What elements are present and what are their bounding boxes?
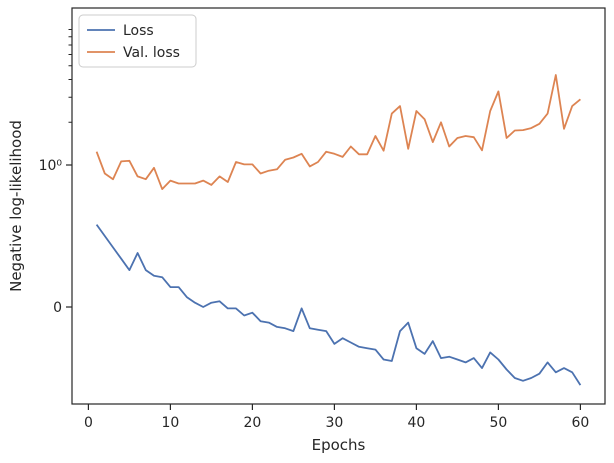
x-tick-label: 20 (243, 415, 261, 431)
legend-label-1: Val. loss (123, 45, 180, 61)
series-line-0 (95, 224, 582, 386)
x-tick-label: 0 (84, 415, 93, 431)
y-tick-label: 10⁰ (39, 158, 63, 174)
series-layer (95, 74, 582, 386)
y-tick-label: 0 (53, 300, 62, 316)
x-tick-label: 30 (325, 415, 343, 431)
x-tick-label: 50 (489, 415, 507, 431)
x-axis-title: Epochs (312, 436, 366, 454)
y-ticks: 10⁰ 0 (39, 28, 72, 316)
legend: Loss Val. loss (78, 14, 197, 68)
x-tick-label: 40 (407, 415, 425, 431)
legend-box (78, 14, 197, 68)
x-tick-label: 10 (161, 415, 179, 431)
x-ticks: 0 10 20 30 40 50 60 (84, 404, 589, 431)
plot-frame (71, 7, 606, 405)
legend-label-0: Loss (123, 23, 154, 39)
series-line-1 (95, 74, 581, 191)
y-axis-title: Negative log-likelihood (7, 120, 25, 292)
x-tick-label: 60 (571, 415, 589, 431)
